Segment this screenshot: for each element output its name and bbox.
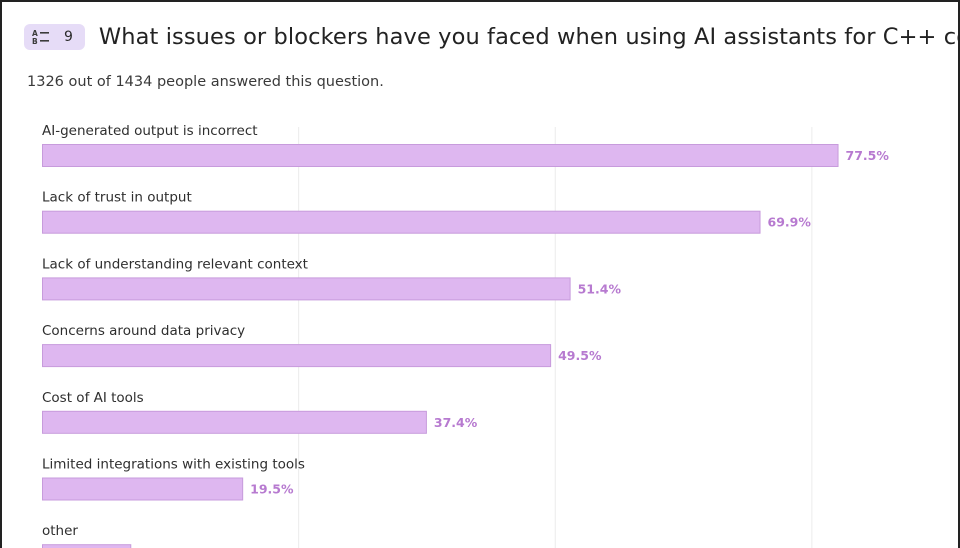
value-label: 77.5% <box>846 148 890 163</box>
bar[interactable] <box>42 144 839 167</box>
category-label: Lack of understanding relevant context <box>42 256 308 272</box>
value-label: 51.4% <box>578 281 622 296</box>
category-label: Cost of AI tools <box>42 390 144 406</box>
response-count: 1326 out of 1434 people answered this qu… <box>27 74 384 90</box>
question-badge[interactable]: A B 9 <box>24 24 85 50</box>
category-label: Limited integrations with existing tools <box>42 457 305 473</box>
question-title: What issues or blockers have you faced w… <box>98 24 960 50</box>
category-label: Concerns around data privacy <box>42 323 245 339</box>
category-label: Lack of trust in output <box>42 190 192 206</box>
sort-alpha-icon: A B <box>32 29 49 45</box>
question-header: A B 9 What issues or blockers have you f… <box>24 22 960 52</box>
category-label: AI-generated output is incorrect <box>42 123 258 139</box>
value-label: 19.5% <box>250 482 294 497</box>
svg-text:B: B <box>32 37 38 45</box>
bar[interactable] <box>42 277 571 301</box>
bar[interactable] <box>42 477 244 501</box>
bar[interactable] <box>42 210 761 234</box>
question-number: 9 <box>64 29 73 45</box>
bar[interactable] <box>42 544 132 548</box>
bar[interactable] <box>42 410 427 434</box>
value-label: 69.9% <box>768 215 812 230</box>
value-label: 37.4% <box>434 415 478 430</box>
bar[interactable] <box>42 344 552 368</box>
category-label: other <box>42 523 78 539</box>
value-label: 49.5% <box>558 348 602 363</box>
svg-text:A: A <box>32 29 38 38</box>
